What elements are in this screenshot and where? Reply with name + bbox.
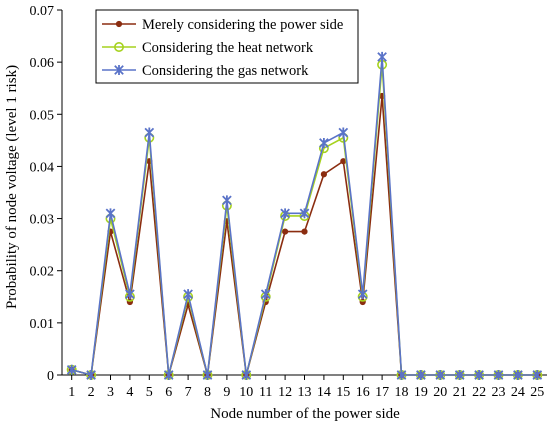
x-tick-label: 25	[530, 385, 544, 400]
x-tick-label: 19	[414, 385, 428, 400]
data-point	[474, 370, 484, 380]
data-point	[125, 289, 135, 300]
y-tick-label: 0.02	[30, 265, 55, 280]
data-point	[86, 370, 96, 380]
data-point	[435, 370, 446, 380]
data-point	[357, 289, 368, 300]
x-tick-label: 4	[126, 385, 133, 400]
data-point	[114, 41, 125, 52]
x-tick-label: 17	[375, 385, 389, 400]
x-tick-label: 23	[492, 385, 506, 400]
x-tick-label: 5	[146, 385, 153, 400]
series-line	[71, 95, 538, 377]
y-tick-label: 0	[47, 369, 54, 384]
x-tick-label: 9	[223, 385, 230, 400]
x-tick-label: 7	[185, 385, 192, 400]
series-group	[66, 51, 543, 380]
legend-item: Considering the gas network	[102, 63, 309, 79]
x-tick-label: 16	[356, 385, 370, 400]
data-point	[66, 364, 77, 375]
y-tick-label: 0.01	[30, 317, 55, 332]
data-point	[377, 51, 387, 62]
x-tick-label: 2	[88, 385, 95, 400]
data-point	[301, 228, 308, 235]
data-point	[338, 127, 349, 138]
x-tick-label: 6	[165, 385, 172, 400]
x-tick-label: 21	[453, 385, 467, 400]
x-tick-label: 8	[204, 385, 211, 400]
y-tick-label: 0.06	[30, 56, 55, 71]
x-tick-label: 24	[511, 385, 525, 400]
y-tick-label: 0.07	[30, 4, 55, 19]
data-point	[183, 289, 193, 300]
x-tick-label: 1	[68, 385, 75, 400]
x-axis-ticks: 1 2 3 4 5 6 7 8 9 10 11 12 13 14 15 16 17 18 19 20 21 22 23 24 2…	[68, 375, 544, 400]
data-point	[260, 289, 271, 300]
y-tick-label: 0.04	[30, 160, 55, 175]
legend: Merely considering the power side Conside…	[95, 9, 359, 84]
series-1	[68, 92, 541, 379]
x-tick-label: 12	[278, 385, 292, 400]
data-point	[513, 370, 523, 380]
data-point	[144, 127, 155, 138]
data-point	[340, 158, 347, 165]
data-point	[282, 228, 289, 235]
legend-label: Merely considering the power side	[142, 17, 343, 33]
x-tick-label: 14	[317, 385, 331, 400]
y-tick-label: 0.03	[30, 213, 55, 228]
data-point	[396, 370, 407, 380]
data-point	[241, 370, 252, 380]
x-tick-label: 10	[239, 385, 253, 400]
data-point	[532, 370, 543, 380]
legend-label: Considering the heat network	[142, 40, 314, 56]
x-axis-title: Node number of the power side	[210, 406, 400, 422]
data-point	[222, 195, 232, 206]
x-tick-label: 3	[107, 385, 114, 400]
data-point	[416, 370, 426, 380]
series-3	[66, 51, 543, 380]
data-point	[115, 20, 123, 28]
data-point	[299, 208, 310, 219]
data-point	[319, 137, 329, 148]
x-tick-label: 11	[259, 385, 272, 400]
x-tick-label: 15	[336, 385, 350, 400]
legend-item: Considering the heat network	[102, 40, 314, 56]
x-tick-label: 18	[395, 385, 409, 400]
legend-item: Merely considering the power side	[102, 17, 343, 33]
data-point	[105, 208, 116, 219]
data-point	[320, 171, 327, 178]
data-point	[202, 370, 213, 380]
y-axis-ticks: 0 0.01 0.02 0.03 0.04 0.05 0.06 0.07	[30, 4, 62, 384]
legend-label: Considering the gas network	[142, 63, 309, 79]
legend-box	[95, 9, 359, 84]
x-tick-label: 20	[433, 385, 447, 400]
data-point	[280, 208, 290, 219]
x-tick-label: 22	[472, 385, 486, 400]
y-axis-title: Probability of node voltage (level 1 ris…	[4, 65, 20, 309]
data-point	[114, 65, 124, 75]
y-tick-label: 0.05	[30, 108, 55, 123]
data-point	[163, 370, 174, 380]
x-tick-label: 13	[298, 385, 312, 400]
data-point	[454, 370, 465, 380]
data-point	[493, 370, 504, 380]
